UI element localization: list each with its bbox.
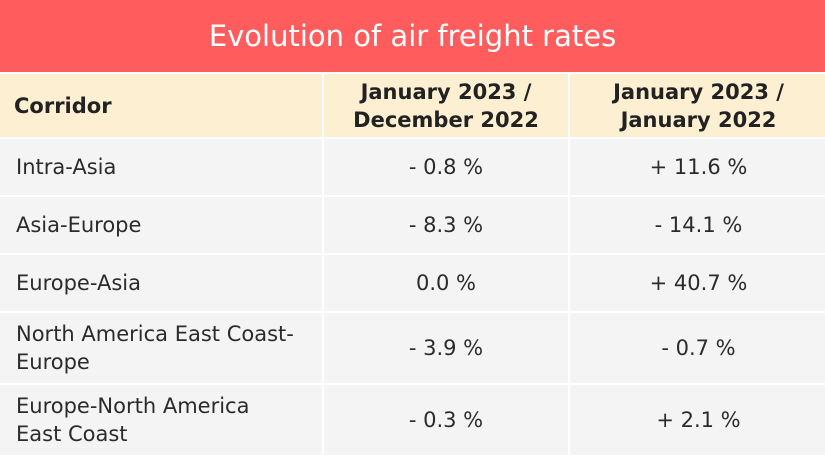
row-corridor-cell: Europe-North America East Coast [0,385,322,455]
row-mom-cell: - 0.3 % [324,385,568,455]
row-corridor-cell: Europe-Asia [0,255,322,311]
row-mom-cell: 0.0 % [324,255,568,311]
header-jan23-dec22: January 2023 / December 2022 [324,74,568,137]
row-corridor-cell: Intra-Asia [0,139,322,195]
header-jan23-jan22: January 2023 / January 2022 [570,74,825,137]
row-mom-cell: - 0.8 % [324,139,568,195]
row-corridor-cell: North America East Coast-Europe [0,313,322,383]
table-grid: Corridor January 2023 / December 2022 Ja… [0,74,825,455]
header-jan23-jan22-line1: January 2023 / [613,79,784,104]
row-yoy-cell: - 14.1 % [570,197,825,253]
header-jan23-jan22-line2: January 2022 [620,107,777,132]
row-corridor-cell: Asia-Europe [0,197,322,253]
row-yoy-cell: + 11.6 % [570,139,825,195]
row-yoy-cell: + 40.7 % [570,255,825,311]
row-yoy-cell: + 2.1 % [570,385,825,455]
row-yoy-cell: - 0.7 % [570,313,825,383]
header-corridor: Corridor [0,74,322,137]
row-mom-cell: - 8.3 % [324,197,568,253]
header-jan23-dec22-line2: December 2022 [353,107,539,132]
header-jan23-dec22-line1: January 2023 / [360,79,532,104]
table-title: Evolution of air freight rates [0,0,825,72]
row-mom-cell: - 3.9 % [324,313,568,383]
